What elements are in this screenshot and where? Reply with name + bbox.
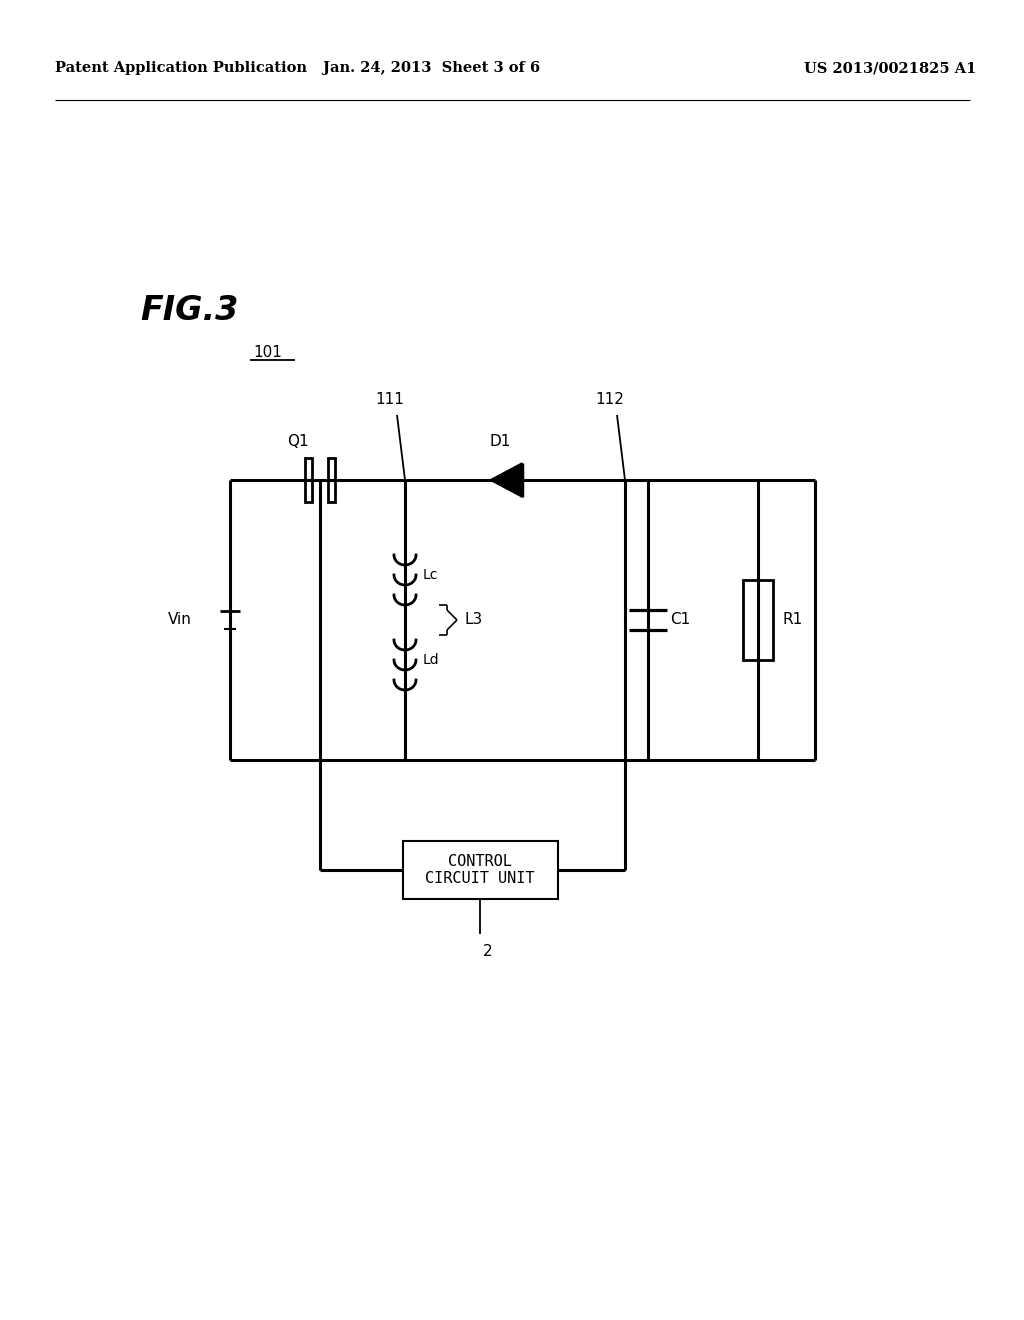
Text: Ld: Ld xyxy=(423,653,439,667)
Text: US 2013/0021825 A1: US 2013/0021825 A1 xyxy=(804,61,976,75)
Bar xyxy=(305,458,312,502)
Text: Q1: Q1 xyxy=(287,434,309,450)
Text: 101: 101 xyxy=(254,345,283,360)
Text: 112: 112 xyxy=(596,392,625,407)
Text: Vin: Vin xyxy=(168,612,191,627)
Bar xyxy=(403,841,558,899)
Bar xyxy=(328,458,335,502)
Text: Jan. 24, 2013  Sheet 3 of 6: Jan. 24, 2013 Sheet 3 of 6 xyxy=(324,61,541,75)
Text: C1: C1 xyxy=(670,612,690,627)
Bar xyxy=(743,579,773,660)
Text: Lc: Lc xyxy=(423,568,438,582)
Text: FIG.3: FIG.3 xyxy=(140,293,239,326)
Text: 111: 111 xyxy=(376,392,404,407)
Text: 2: 2 xyxy=(483,945,493,960)
Text: Patent Application Publication: Patent Application Publication xyxy=(55,61,307,75)
Text: L3: L3 xyxy=(465,612,483,627)
Text: CONTROL
CIRCUIT UNIT: CONTROL CIRCUIT UNIT xyxy=(425,854,535,886)
Text: D1: D1 xyxy=(489,434,511,450)
Polygon shape xyxy=(490,463,522,498)
Text: R1: R1 xyxy=(783,612,803,627)
